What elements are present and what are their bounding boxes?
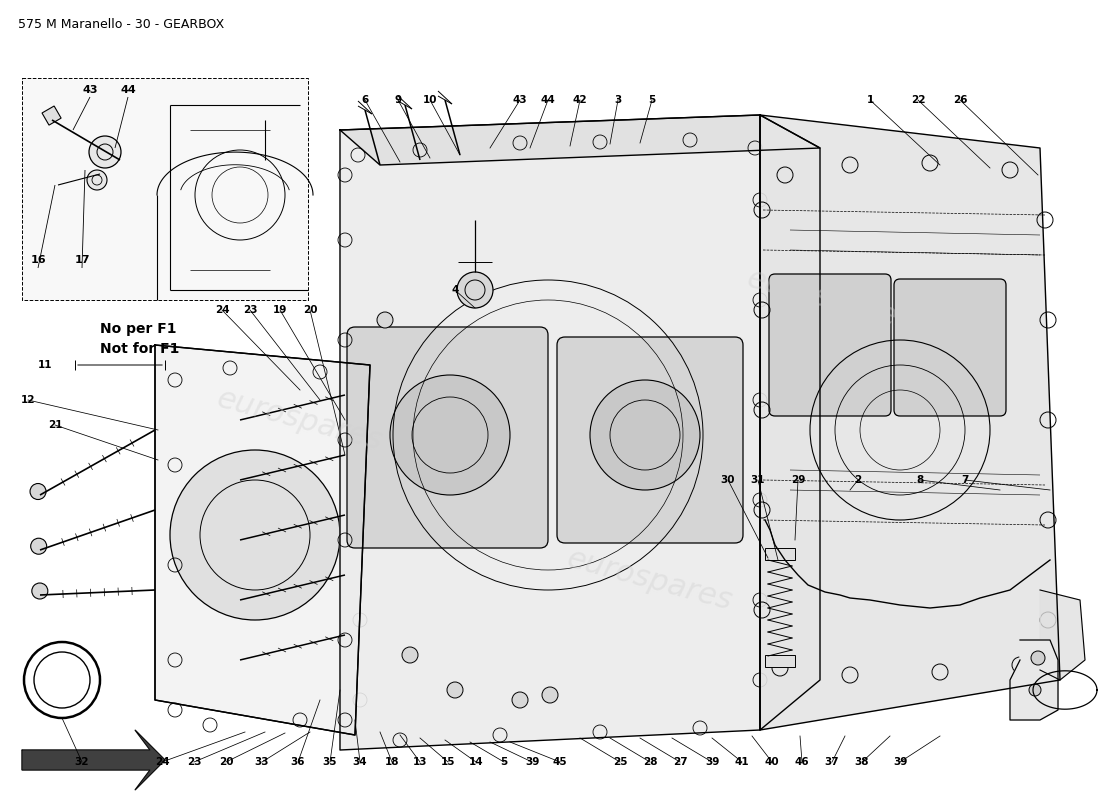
FancyBboxPatch shape: [346, 327, 548, 548]
Text: 31: 31: [750, 475, 766, 485]
Text: 2: 2: [855, 475, 861, 485]
Text: 12: 12: [21, 395, 35, 405]
Polygon shape: [340, 115, 760, 750]
Circle shape: [1031, 651, 1045, 665]
Circle shape: [87, 170, 107, 190]
Circle shape: [542, 687, 558, 703]
Circle shape: [402, 647, 418, 663]
Circle shape: [32, 583, 47, 599]
Text: eurospares: eurospares: [214, 384, 386, 456]
Text: 25: 25: [613, 757, 627, 767]
Text: 24: 24: [155, 757, 169, 767]
Polygon shape: [1010, 640, 1058, 720]
Text: 9: 9: [395, 95, 402, 105]
Circle shape: [512, 692, 528, 708]
Text: 46: 46: [794, 757, 810, 767]
FancyBboxPatch shape: [557, 337, 742, 543]
Text: 8: 8: [916, 475, 924, 485]
Bar: [42, 106, 62, 125]
Text: 43: 43: [82, 85, 98, 95]
Text: 15: 15: [441, 757, 455, 767]
Text: 17: 17: [75, 255, 90, 265]
Text: 1: 1: [867, 95, 873, 105]
FancyBboxPatch shape: [769, 274, 891, 416]
Text: 19: 19: [273, 305, 287, 315]
Text: 32: 32: [75, 757, 89, 767]
Text: eurospares: eurospares: [744, 264, 916, 336]
Text: 21: 21: [47, 420, 63, 430]
Text: 26: 26: [953, 95, 967, 105]
Text: 45: 45: [552, 757, 568, 767]
Text: 5: 5: [648, 95, 656, 105]
Text: 34: 34: [353, 757, 367, 767]
Polygon shape: [760, 115, 1060, 730]
Circle shape: [390, 375, 510, 495]
Polygon shape: [1040, 590, 1085, 680]
Text: 36: 36: [290, 757, 306, 767]
Circle shape: [170, 450, 340, 620]
Polygon shape: [340, 115, 820, 165]
Text: 4: 4: [451, 285, 459, 295]
Text: 33: 33: [255, 757, 270, 767]
Text: 40: 40: [764, 757, 779, 767]
Bar: [764, 655, 795, 667]
Text: 43: 43: [513, 95, 527, 105]
Text: 38: 38: [855, 757, 869, 767]
Polygon shape: [22, 730, 165, 790]
Text: 23: 23: [243, 305, 257, 315]
Circle shape: [1028, 684, 1041, 696]
Text: 18: 18: [385, 757, 399, 767]
Text: 44: 44: [540, 95, 556, 105]
Text: eurospares: eurospares: [564, 544, 736, 616]
Text: 44: 44: [120, 85, 136, 95]
Text: 3: 3: [615, 95, 622, 105]
Text: 11: 11: [37, 360, 53, 370]
Text: 37: 37: [825, 757, 839, 767]
Text: 27: 27: [673, 757, 688, 767]
Text: 29: 29: [791, 475, 805, 485]
Circle shape: [447, 682, 463, 698]
Text: 14: 14: [469, 757, 483, 767]
Text: 39: 39: [705, 757, 719, 767]
Text: 42: 42: [573, 95, 587, 105]
Bar: [22, 78, 308, 300]
Circle shape: [456, 272, 493, 308]
Polygon shape: [155, 345, 370, 735]
Text: 24: 24: [214, 305, 229, 315]
Text: 20: 20: [302, 305, 317, 315]
Text: 10: 10: [422, 95, 438, 105]
Text: 7: 7: [961, 475, 969, 485]
Text: 30: 30: [720, 475, 735, 485]
FancyBboxPatch shape: [894, 279, 1006, 416]
Bar: [764, 548, 795, 560]
Text: 22: 22: [911, 95, 925, 105]
Text: 13: 13: [412, 757, 427, 767]
Text: 39: 39: [525, 757, 539, 767]
Text: 41: 41: [735, 757, 749, 767]
Text: Not for F1: Not for F1: [100, 342, 179, 356]
Text: 575 M Maranello - 30 - GEARBOX: 575 M Maranello - 30 - GEARBOX: [18, 18, 224, 31]
Text: 35: 35: [322, 757, 338, 767]
Text: 5: 5: [500, 757, 507, 767]
Circle shape: [590, 380, 700, 490]
Circle shape: [31, 538, 46, 554]
Text: 20: 20: [219, 757, 233, 767]
Text: No per F1: No per F1: [100, 322, 176, 336]
Circle shape: [89, 136, 121, 168]
Text: 23: 23: [187, 757, 201, 767]
Text: 6: 6: [362, 95, 369, 105]
Polygon shape: [760, 115, 820, 730]
Text: 16: 16: [30, 255, 46, 265]
Circle shape: [377, 312, 393, 328]
Text: 28: 28: [642, 757, 658, 767]
Circle shape: [30, 483, 46, 499]
Text: 39: 39: [893, 757, 907, 767]
